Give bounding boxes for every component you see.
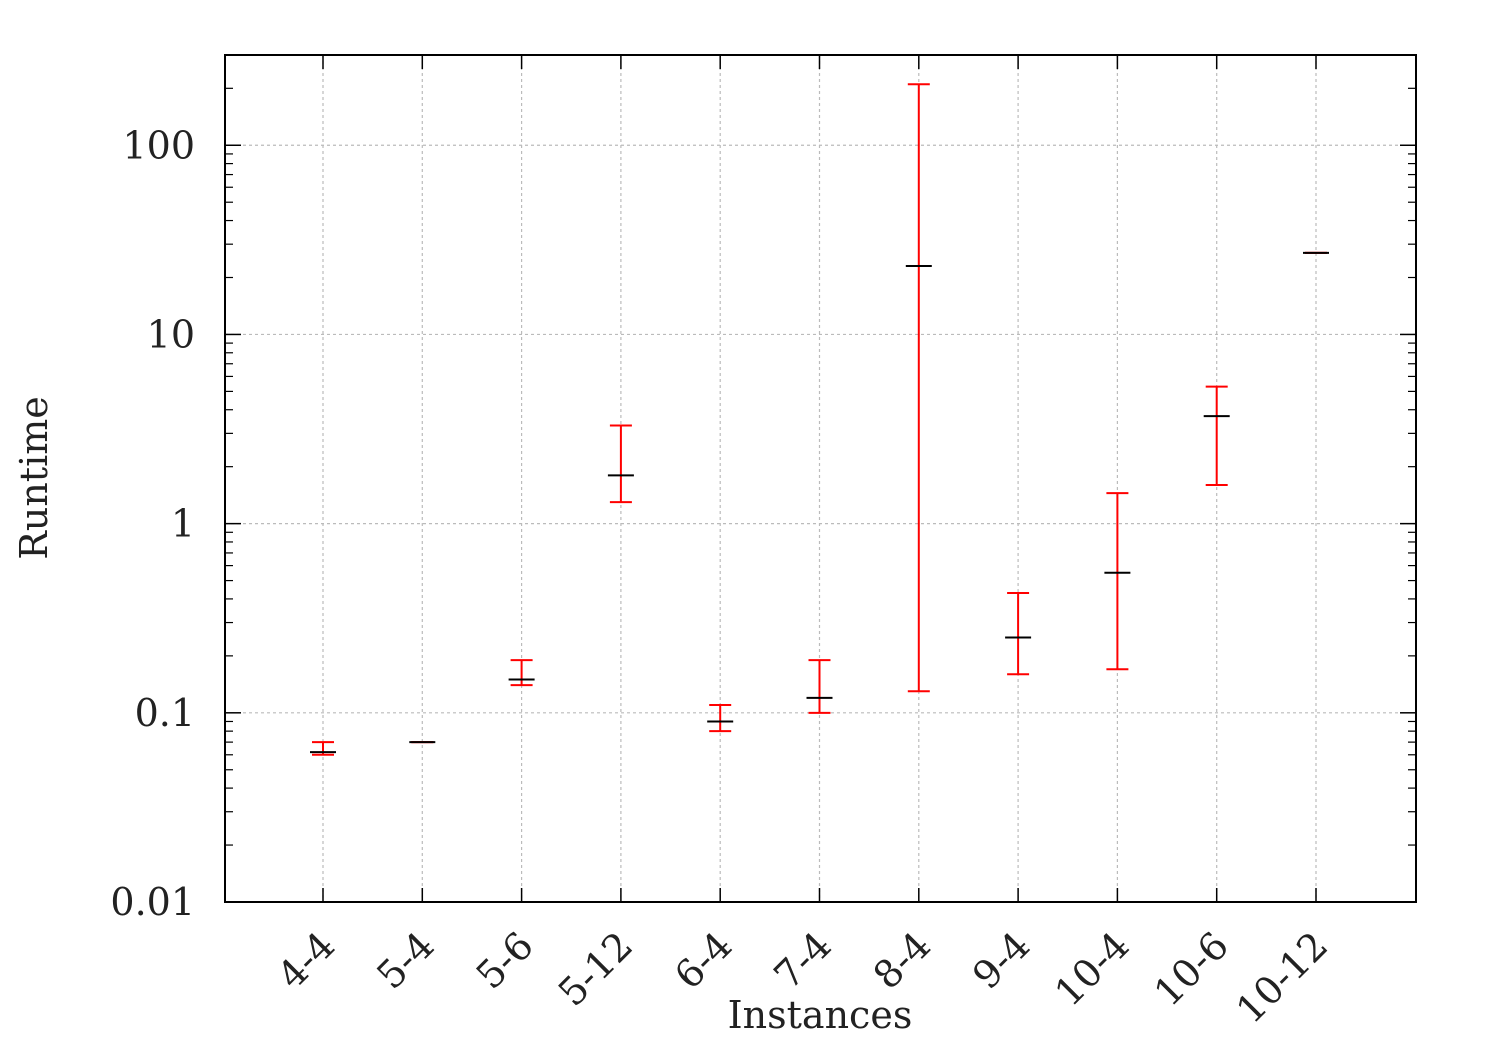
x-tick-label: 5-6: [468, 923, 542, 997]
x-tick-label: 5-12: [550, 923, 641, 1014]
x-tick-label: 4-4: [269, 923, 343, 997]
y-tick-label: 1: [171, 502, 195, 546]
error-bar-5-6: [508, 659, 535, 687]
error-bar-8-4: [905, 83, 932, 693]
y-tick-label: 0.01: [110, 880, 195, 924]
error-bar-10-4: [1104, 492, 1131, 671]
x-axis-title: Instances: [728, 993, 913, 1037]
x-tick-label: 10-12: [1228, 923, 1337, 1032]
error-bar-9-4: [1005, 591, 1032, 676]
x-tick-label: 9-4: [964, 923, 1038, 997]
x-tick-label: 7-4: [765, 923, 839, 997]
x-tick-label: 5-4: [368, 923, 442, 997]
grid-lines: [225, 55, 1416, 902]
y-tick-label: 100: [122, 123, 195, 167]
axis-ticks: [225, 54, 1416, 903]
y-tick-label: 10: [147, 312, 195, 356]
y-axis-title: Runtime: [12, 396, 56, 560]
error-bar-5-12: [607, 424, 634, 504]
x-tick-label: 8-4: [865, 923, 939, 997]
x-tick-label: 6-4: [666, 923, 740, 997]
error-bar-7-4: [806, 659, 833, 714]
x-tick-label: 10-4: [1046, 923, 1137, 1014]
plot-frame: [224, 54, 1417, 903]
error-bar-4-4: [310, 741, 336, 756]
y-tick-label: 0.1: [135, 691, 195, 735]
error-bar-10-6: [1203, 385, 1230, 487]
x-tick-label: 10-6: [1146, 923, 1237, 1014]
error-bar-6-4: [707, 703, 734, 733]
error-bars: [310, 83, 1329, 756]
